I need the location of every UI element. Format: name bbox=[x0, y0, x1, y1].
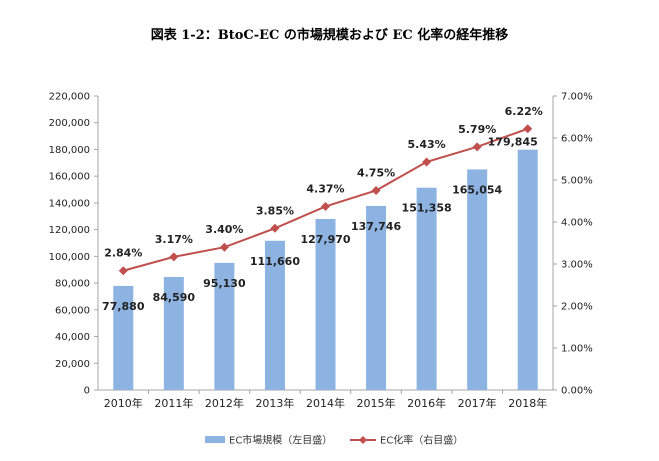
x-tick-label: 2016年 bbox=[407, 396, 446, 410]
bar bbox=[467, 169, 488, 390]
bar-value-label: 179,845 bbox=[488, 136, 538, 149]
line-value-label: 3.17% bbox=[155, 233, 193, 246]
legend-line-label: EC化率（右目盛） bbox=[380, 434, 463, 447]
x-tick-label: 2013年 bbox=[255, 396, 294, 410]
bar-value-label: 84,590 bbox=[153, 291, 196, 304]
bar bbox=[214, 262, 235, 390]
x-tick-label: 2011年 bbox=[154, 396, 193, 410]
x-tick-label: 2014年 bbox=[306, 396, 345, 410]
y-right-tick-label: 1.00% bbox=[561, 344, 593, 355]
bar-value-label: 111,660 bbox=[250, 255, 300, 268]
y-right-tick-label: 2.00% bbox=[561, 302, 593, 313]
line-series bbox=[118, 124, 533, 276]
line-point bbox=[321, 201, 330, 211]
bar-value-label: 165,054 bbox=[452, 183, 502, 196]
line-point bbox=[472, 142, 482, 152]
y-left-tick-label: 100,000 bbox=[49, 252, 90, 263]
y-left-tick-label: 40,000 bbox=[55, 332, 90, 343]
chart-title: 図表 1-2：BtoC-EC の市場規模および EC 化率の経年推移 bbox=[150, 28, 509, 43]
line-point bbox=[118, 266, 128, 276]
line-value-label: 3.40% bbox=[205, 223, 243, 236]
bar-value-label: 151,358 bbox=[402, 202, 452, 215]
line-point bbox=[219, 242, 229, 252]
y-right-tick-label: 6.00% bbox=[561, 134, 593, 145]
y-left-tick-label: 140,000 bbox=[49, 198, 90, 209]
line-value-label: 3.85% bbox=[256, 204, 294, 217]
bar bbox=[416, 187, 437, 390]
legend-line-marker bbox=[359, 436, 367, 444]
bar bbox=[163, 276, 184, 390]
legend: EC市場規模（左目盛） EC化率（右目盛） bbox=[205, 434, 463, 447]
y-left-tick-label: 20,000 bbox=[55, 359, 90, 370]
y-right-tick-label: 7.00% bbox=[561, 92, 593, 103]
line-value-label: 2.84% bbox=[104, 247, 142, 260]
line-value-label: 5.79% bbox=[458, 123, 496, 136]
bar-value-label: 77,880 bbox=[102, 300, 145, 313]
y-right-tick-label: 3.00% bbox=[561, 260, 593, 271]
x-tick-label: 2010年 bbox=[104, 396, 143, 410]
y-left-tick-label: 220,000 bbox=[49, 92, 90, 103]
x-tick-label: 2012年 bbox=[205, 396, 244, 410]
bar-value-label: 95,130 bbox=[203, 277, 246, 290]
y-left-tick-label: 120,000 bbox=[49, 225, 90, 236]
line-value-label: 5.43% bbox=[408, 138, 446, 151]
line-value-label: 4.75% bbox=[357, 167, 395, 180]
y-right-tick-label: 0.00% bbox=[561, 386, 593, 397]
x-tick-label: 2018年 bbox=[508, 396, 547, 410]
line-point bbox=[371, 186, 381, 195]
line-value-label: 6.22% bbox=[505, 105, 543, 118]
y-left-tick-label: 80,000 bbox=[55, 279, 90, 290]
bar bbox=[113, 285, 134, 390]
y-right-tick-label: 4.00% bbox=[561, 218, 593, 229]
bar bbox=[366, 205, 387, 390]
legend-bar-label: EC市場規模（左目盛） bbox=[229, 434, 332, 447]
bar-value-label: 137,746 bbox=[351, 220, 401, 233]
data-labels: 77,88084,59095,130111,660127,970137,7461… bbox=[102, 105, 543, 313]
legend-bar-swatch bbox=[205, 436, 225, 443]
line-point bbox=[169, 252, 179, 262]
y-left-tick-label: 60,000 bbox=[55, 305, 90, 316]
y-left-tick-label: 200,000 bbox=[49, 118, 90, 129]
bar bbox=[517, 149, 538, 390]
x-tick-label: 2015年 bbox=[357, 396, 396, 410]
bar bbox=[264, 240, 285, 390]
line-point bbox=[270, 223, 280, 233]
bar-value-label: 127,970 bbox=[300, 233, 350, 246]
x-tick-label: 2017年 bbox=[458, 396, 497, 410]
y-left-tick-label: 0 bbox=[84, 386, 90, 397]
line-point bbox=[523, 124, 533, 134]
line-value-label: 4.37% bbox=[306, 182, 344, 195]
y-left-tick-label: 180,000 bbox=[49, 145, 90, 156]
line-point bbox=[422, 157, 432, 167]
bar-series bbox=[113, 149, 538, 390]
y-left-tick-label: 160,000 bbox=[49, 172, 90, 183]
y-right-tick-label: 5.00% bbox=[561, 176, 593, 187]
axes: 0 20,000 40,000 60,000 80,000 100,000 120,000 1… bbox=[49, 92, 593, 411]
bar bbox=[315, 218, 336, 390]
